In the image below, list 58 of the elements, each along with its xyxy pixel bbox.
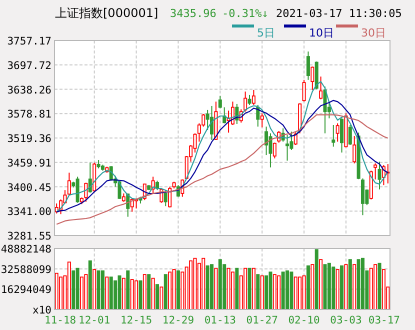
y-tick-label: 32588099 bbox=[0, 264, 52, 276]
candlestick bbox=[76, 176, 80, 204]
candlestick bbox=[244, 91, 248, 112]
x-tick-label: 12-15 bbox=[120, 314, 152, 326]
candlestick bbox=[286, 134, 290, 162]
y-tick-label: 3341.00 bbox=[7, 206, 52, 218]
x-tick-label: 01-13 bbox=[204, 314, 236, 326]
text: 3435.96 bbox=[170, 7, 216, 20]
candlestick bbox=[302, 79, 306, 102]
candlestick bbox=[168, 186, 172, 208]
y-tick-label: x10 bbox=[32, 304, 52, 316]
legend-label: 30日 bbox=[361, 26, 386, 40]
candlestick bbox=[374, 162, 378, 180]
candlestick bbox=[264, 126, 268, 156]
x-tick-label: 02-10 bbox=[288, 314, 320, 326]
legend-label: 5日 bbox=[257, 26, 275, 40]
text: -0.31%↓ bbox=[222, 7, 268, 20]
y-tick-label: 16294049 bbox=[0, 284, 52, 296]
x-tick-label: 12-29 bbox=[162, 314, 194, 326]
y-tick-label: 3459.91 bbox=[7, 157, 52, 170]
y-tick-label: 3757.17 bbox=[7, 36, 52, 48]
candlestick bbox=[206, 109, 210, 130]
candlestick bbox=[306, 51, 310, 80]
y-tick-label: 3519.36 bbox=[7, 133, 52, 145]
candlestick bbox=[210, 105, 214, 140]
candlestick bbox=[248, 94, 252, 106]
y-tick-label: 3638.26 bbox=[7, 84, 52, 96]
y-tick-label: 3578.81 bbox=[7, 108, 52, 121]
candlestick bbox=[164, 190, 168, 207]
text: 2021-03-17 11:30:05 bbox=[276, 7, 402, 20]
candlestick bbox=[294, 132, 298, 146]
candlestick bbox=[260, 112, 264, 128]
candlestick bbox=[336, 122, 340, 142]
x-tick-label: 11-18 bbox=[44, 314, 76, 326]
candlestick bbox=[319, 76, 323, 100]
line-series bbox=[56, 114, 388, 225]
y-tick-label: 3281.55 bbox=[7, 230, 52, 242]
candlestick bbox=[378, 161, 382, 190]
candlestick bbox=[323, 86, 327, 134]
chart-title: 上证指数[000001] bbox=[55, 6, 158, 20]
candlestick bbox=[310, 66, 314, 90]
candlestick bbox=[332, 124, 336, 148]
candlestick bbox=[218, 95, 222, 109]
candlestick bbox=[352, 136, 356, 164]
candlestick bbox=[67, 172, 71, 196]
candlestick bbox=[340, 118, 344, 154]
candlestick bbox=[252, 89, 256, 106]
x-tick-label: 01-27 bbox=[246, 314, 278, 326]
y-tick-label: 3697.72 bbox=[7, 60, 52, 72]
x-tick-label: 12-01 bbox=[78, 314, 110, 326]
candlestick bbox=[118, 180, 122, 200]
candlestick bbox=[348, 124, 352, 146]
legend-label: 10日 bbox=[309, 26, 334, 40]
y-tick-label: 48882148 bbox=[0, 244, 52, 256]
candlestick bbox=[272, 142, 276, 159]
y-tick-label: 3400.45 bbox=[7, 182, 52, 194]
x-tick-label: 03-03 bbox=[330, 314, 362, 326]
x-tick-label: 03-17 bbox=[368, 314, 400, 326]
